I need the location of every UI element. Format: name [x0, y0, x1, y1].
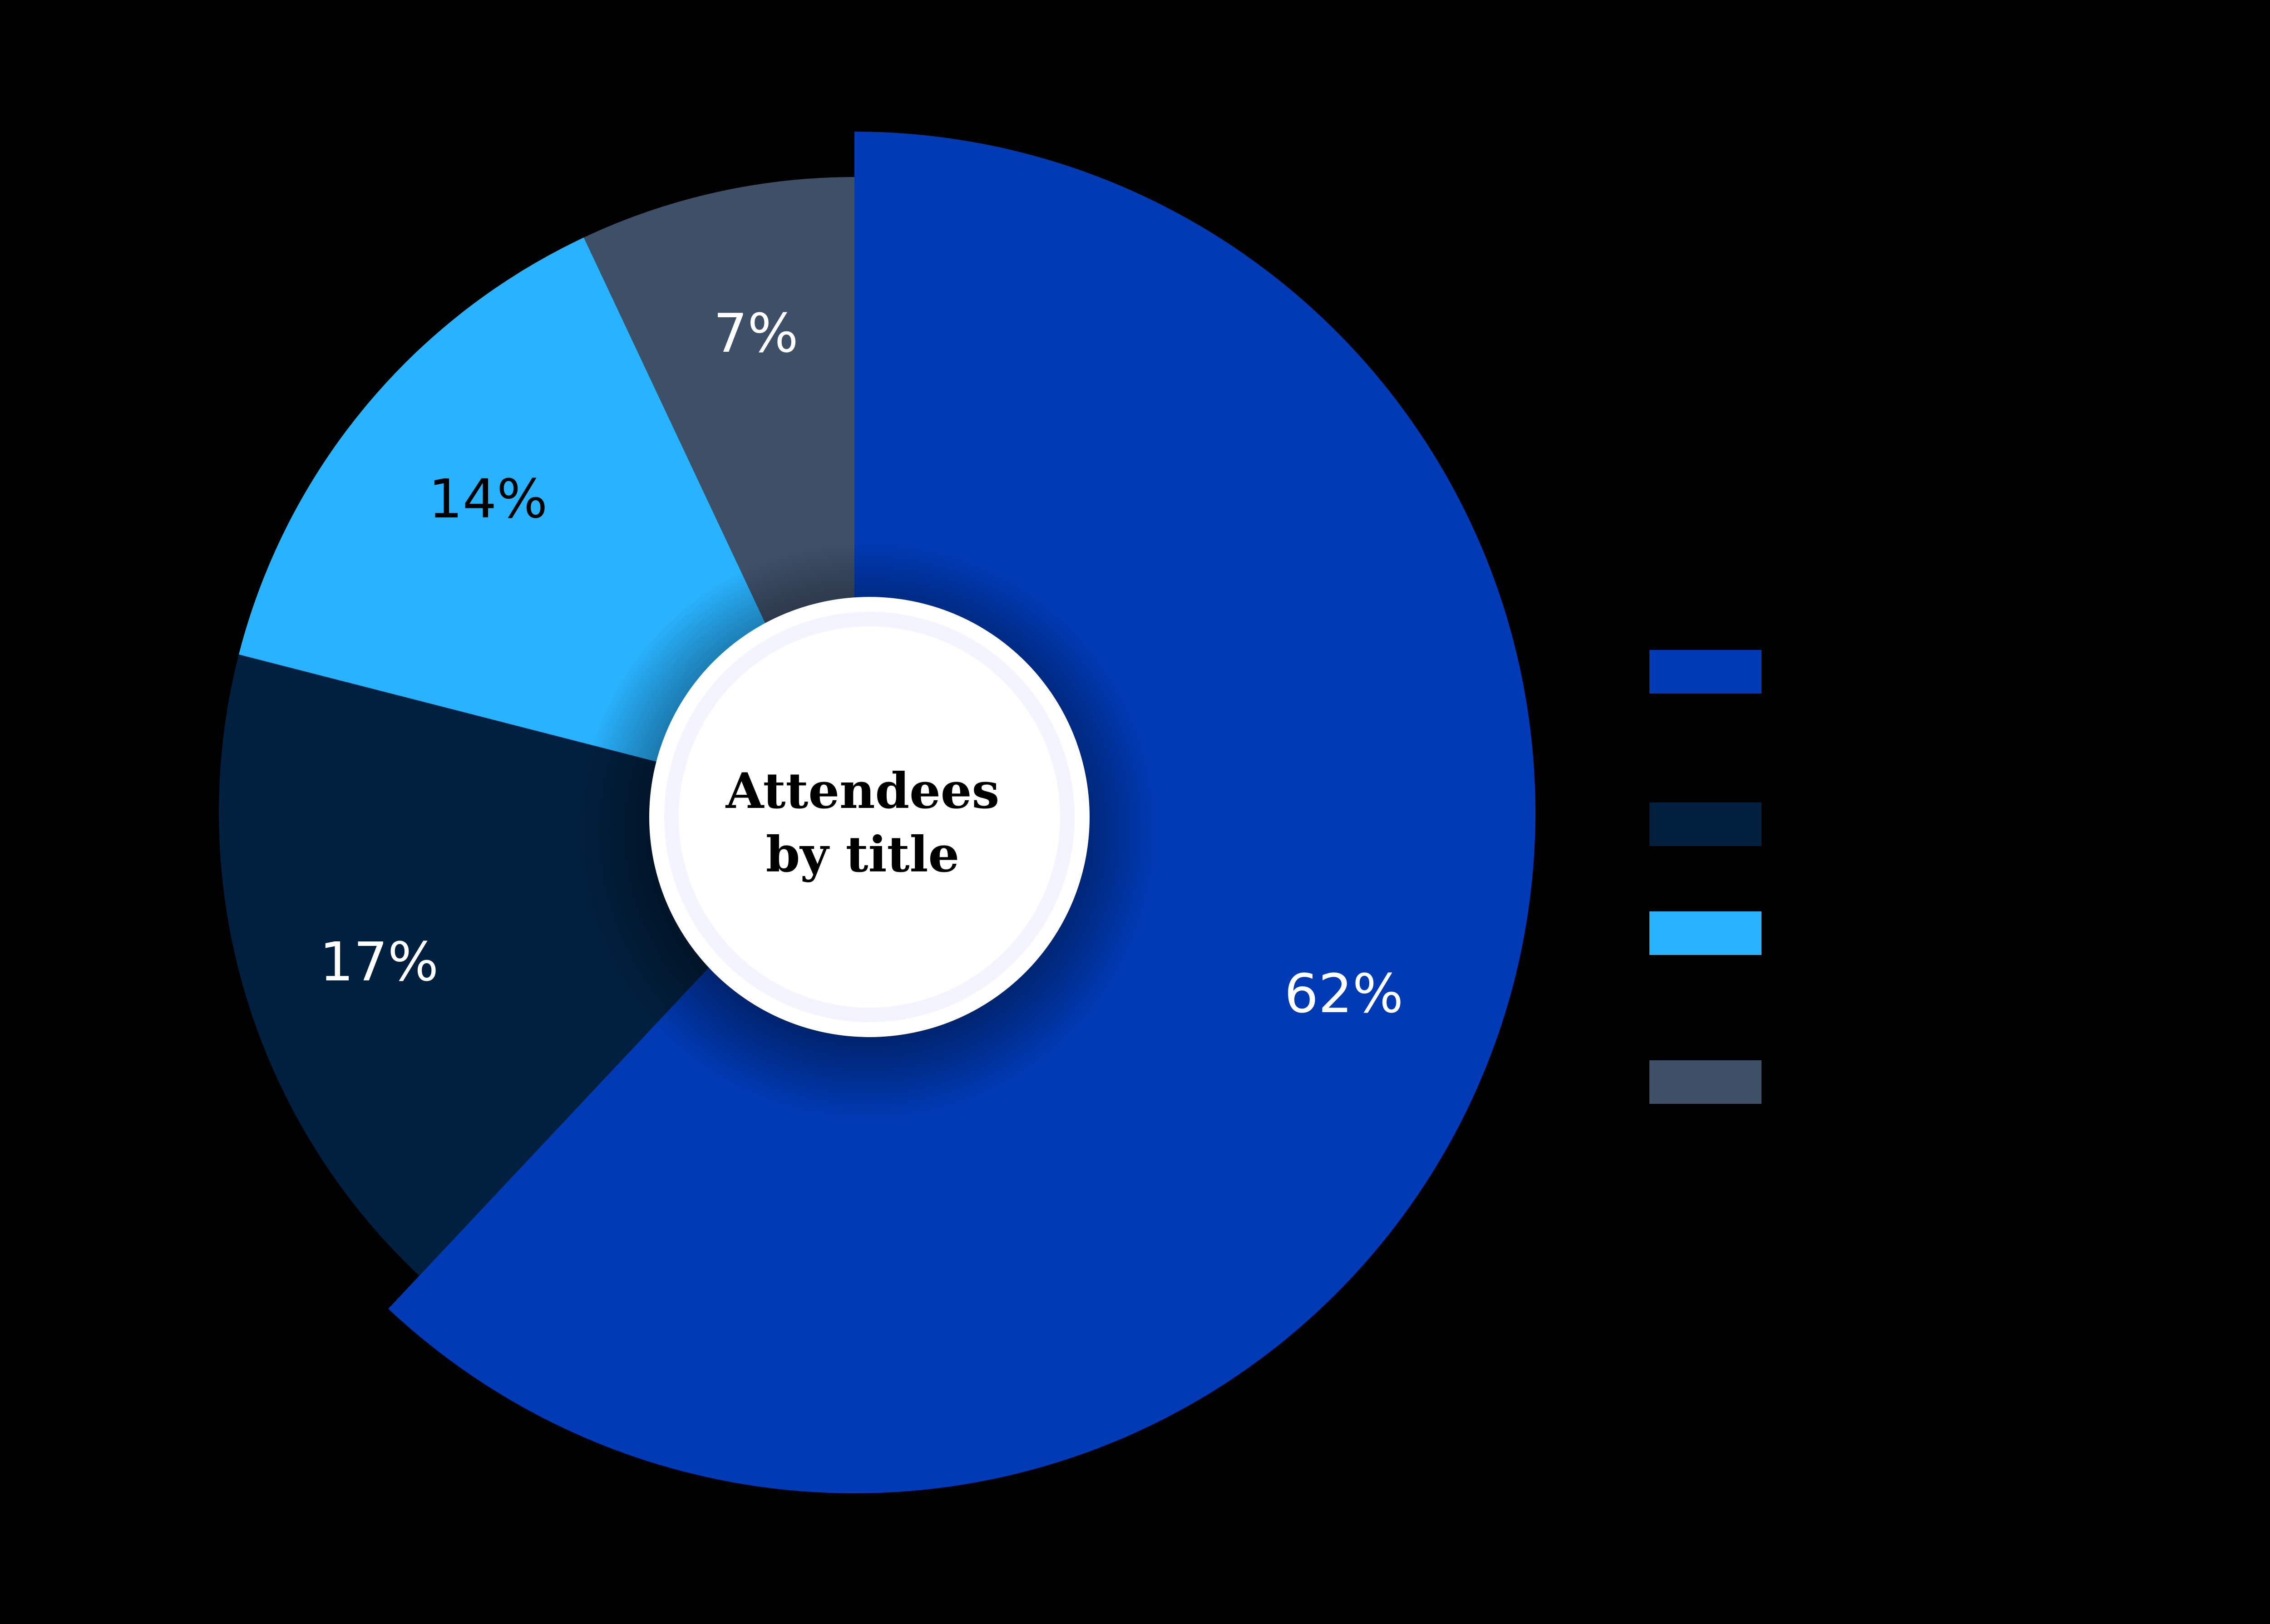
legend-swatch — [1649, 802, 1762, 846]
center-title-line2: by title — [766, 826, 959, 883]
legend-item — [1649, 911, 1789, 955]
center-disc — [679, 626, 1060, 1008]
legend-swatch — [1649, 911, 1762, 955]
slice-label-17: 17% — [320, 930, 439, 993]
legend-swatch — [1649, 1060, 1762, 1104]
legend-swatch — [1649, 650, 1762, 694]
slice-label-62: 62% — [1284, 962, 1403, 1025]
legend-item — [1649, 650, 1789, 694]
slice-label-14: 14% — [429, 468, 548, 530]
slice-labels: 62% 17% 14% 7% — [320, 302, 1403, 1025]
legend-item — [1649, 1060, 1789, 1104]
slice-label-7: 7% — [713, 302, 798, 364]
legend-item — [1649, 802, 1789, 846]
center-title-line1: Attendees — [725, 763, 1000, 820]
